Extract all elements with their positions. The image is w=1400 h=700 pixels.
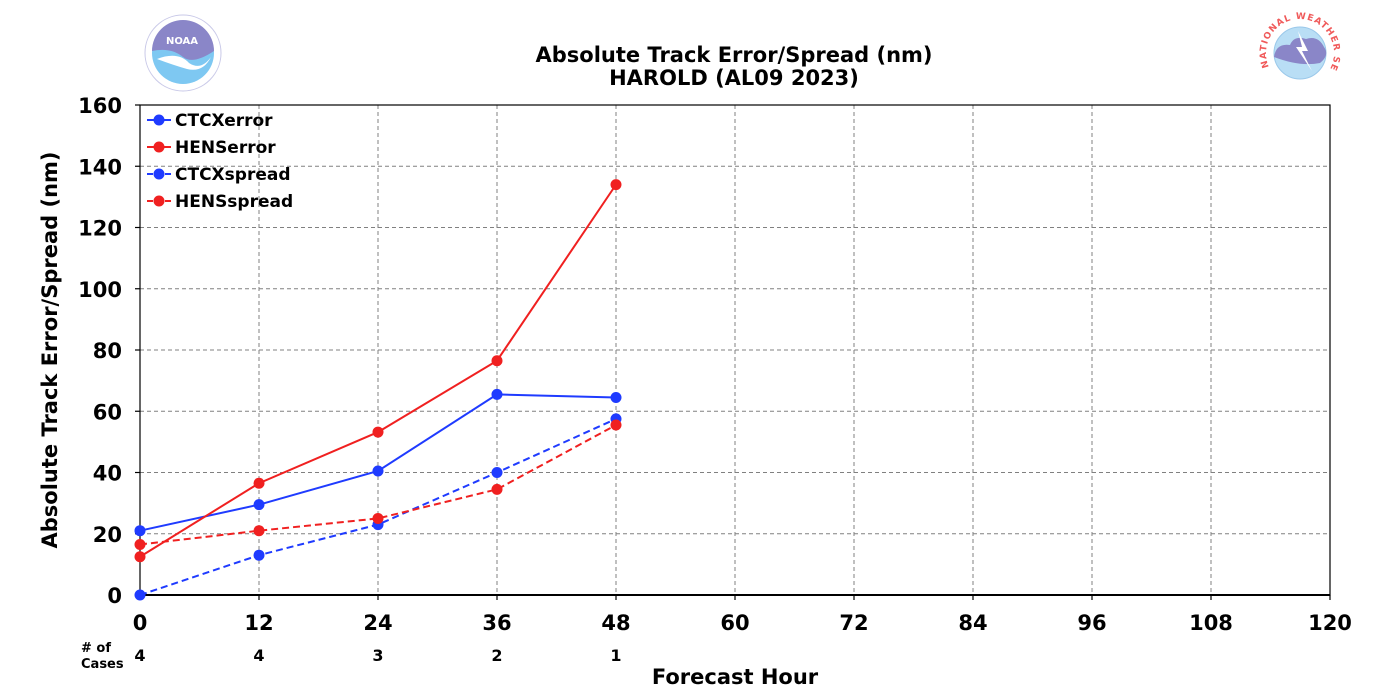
data-point <box>610 419 622 431</box>
y-tick-label: 120 <box>78 217 122 241</box>
y-tick-label: 140 <box>78 155 122 179</box>
x-tick-label: 24 <box>363 611 392 635</box>
cases-row: 4 4 3 2 1 <box>134 646 621 665</box>
series-henserror <box>134 179 622 563</box>
x-tick-label: 108 <box>1189 611 1233 635</box>
legend-label: CTCXspread <box>175 165 291 185</box>
x-tick-label: 84 <box>958 611 987 635</box>
x-tick-label: 36 <box>482 611 511 635</box>
data-point <box>134 538 146 550</box>
noaa-logo-text: NOAA <box>166 36 198 47</box>
legend-swatch-marker <box>153 195 165 207</box>
y-tick-label: 0 <box>107 584 122 608</box>
series-line <box>139 424 617 546</box>
data-point <box>372 426 384 438</box>
case-count: 3 <box>372 646 383 665</box>
series-ctcxerror <box>134 388 622 537</box>
data-point <box>372 465 384 477</box>
x-tick-label: 120 <box>1308 611 1352 635</box>
series-ctcxspread <box>134 413 622 601</box>
y-axis-label: Absolute Track Error/Spread (nm) <box>38 151 62 548</box>
x-axis-label: Forecast Hour <box>652 665 819 689</box>
series-layer <box>134 179 622 601</box>
data-point <box>491 355 503 367</box>
legend-label: HENSerror <box>175 138 276 158</box>
x-tick-label: 48 <box>601 611 630 635</box>
legend: CTCXerror HENSerror CTCXspread HENSspread <box>147 111 293 212</box>
series-hensspread <box>134 419 622 550</box>
data-point <box>134 589 146 601</box>
data-point <box>134 551 146 563</box>
legend-swatch-marker <box>153 141 165 153</box>
y-tick-label: 80 <box>93 339 122 363</box>
case-count: 4 <box>134 646 145 665</box>
data-point <box>372 512 384 524</box>
case-count: 2 <box>491 646 502 665</box>
cases-label-line1: # of <box>81 641 111 656</box>
case-count: 1 <box>610 646 621 665</box>
x-tick-label: 0 <box>133 611 148 635</box>
y-tick-label: 100 <box>78 278 122 302</box>
x-tick-label: 60 <box>720 611 749 635</box>
data-point <box>491 388 503 400</box>
cases-label-line2: Cases <box>81 657 124 672</box>
noaa-logo-icon: NOAA <box>144 14 222 92</box>
data-point <box>610 179 622 191</box>
data-point <box>253 477 265 489</box>
legend-item: CTCXspread <box>147 165 291 185</box>
legend-item: HENSerror <box>147 138 276 158</box>
y-tick-label: 60 <box>93 400 122 424</box>
data-point <box>253 499 265 511</box>
x-tick-label: 12 <box>244 611 273 635</box>
data-point <box>134 525 146 537</box>
legend-swatch-marker <box>153 114 165 126</box>
data-point <box>491 483 503 495</box>
data-point <box>610 391 622 403</box>
y-tick-label: 20 <box>93 523 122 547</box>
case-count: 4 <box>253 646 264 665</box>
x-tick-label: 96 <box>1077 611 1106 635</box>
chart-title-line2: HAROLD (AL09 2023) <box>609 66 859 90</box>
y-tick-label: 40 <box>93 462 122 486</box>
axis-ticks: 0 12 24 36 48 60 72 84 96 108 120 0 20 40 60 80 100 120 14… <box>78 94 1352 635</box>
grid-lines <box>140 105 1330 595</box>
legend-item: HENSspread <box>147 192 293 212</box>
legend-item: CTCXerror <box>147 111 273 131</box>
legend-label: CTCXerror <box>175 111 273 131</box>
data-point <box>253 549 265 561</box>
legend-swatch-marker <box>153 168 165 180</box>
chart-title-line1: Absolute Track Error/Spread (nm) <box>535 43 932 67</box>
data-point <box>491 467 503 478</box>
legend-label: HENSspread <box>175 192 293 212</box>
x-tick-label: 72 <box>839 611 868 635</box>
y-tick-label: 160 <box>78 94 122 118</box>
data-point <box>253 525 265 537</box>
nws-logo-icon: NATIONAL WEATHER SERVICE <box>1259 12 1340 80</box>
